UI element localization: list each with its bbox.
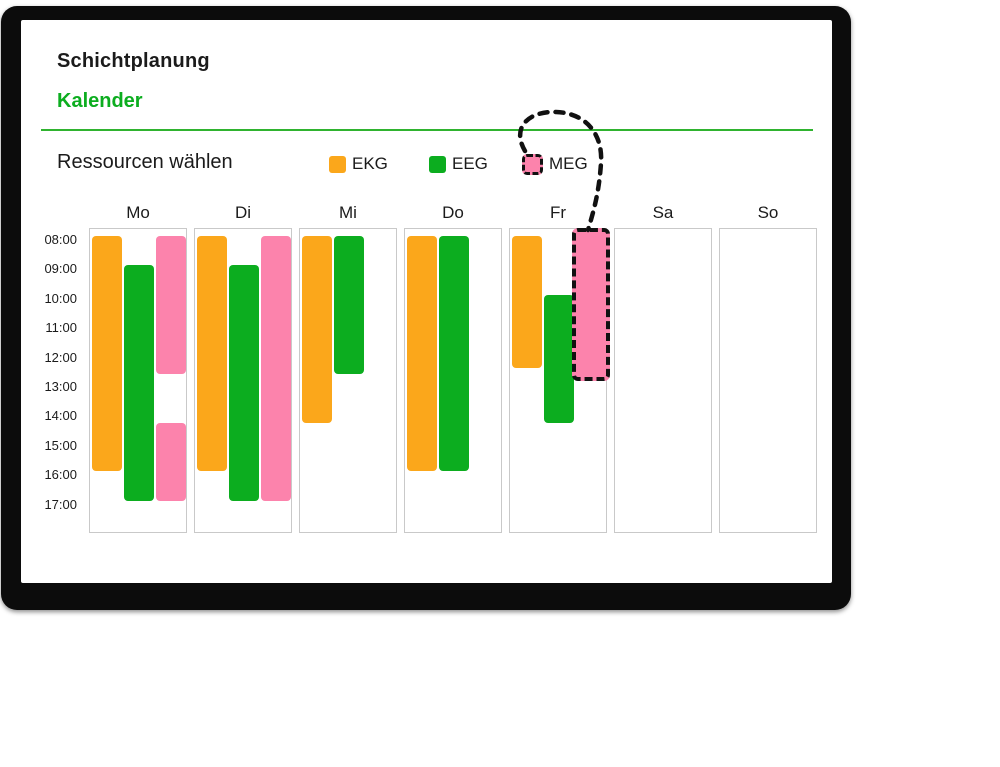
day-label-sa: Sa	[652, 203, 674, 222]
time-label-0800: 08:00	[44, 232, 77, 247]
legend-swatch-eeg-icon	[429, 155, 446, 173]
shift-bar-ekg-fr[interactable]	[512, 236, 542, 369]
legend-swatch-ekg-icon	[329, 155, 346, 173]
shift-bar-eeg-do[interactable]	[439, 236, 469, 472]
time-label-0900: 09:00	[44, 261, 77, 277]
time-label-1300: 13:00	[44, 379, 77, 394]
time-label-1600: 16:00	[44, 467, 77, 483]
time-label-1500: 15:00	[44, 437, 77, 453]
time-label-1700: 17:00	[44, 496, 77, 512]
shift-bar-ekg-mo[interactable]	[92, 236, 122, 472]
day-label-di: Di	[234, 203, 252, 222]
legend-label-ekg: EKG	[352, 154, 388, 173]
shift-bar-meg-di[interactable]	[261, 236, 291, 501]
day-label-do: Do	[442, 203, 464, 222]
day-label-mo: Mo	[126, 203, 150, 222]
day-label-fr: Fr	[549, 203, 567, 222]
legend-item-eeg[interactable]: EEG	[429, 153, 488, 175]
dragged-shift-bar-meg-fr[interactable]	[572, 227, 610, 382]
time-label-1200: 12:00	[44, 349, 77, 365]
shift-bar-meg-mo[interactable]	[156, 236, 186, 375]
divider-line	[41, 129, 813, 131]
page-title: Schichtplanung	[57, 50, 210, 72]
shift-bar-meg-mo[interactable]	[156, 422, 186, 501]
resources-heading: Ressourcen wählen	[57, 151, 233, 173]
shift-bar-ekg-di[interactable]	[197, 236, 227, 472]
shift-bar-eeg-fr[interactable]	[544, 294, 574, 423]
page-subtitle: Kalender	[57, 90, 143, 112]
legend-label-eeg: EEG	[452, 154, 488, 173]
legend-item-ekg[interactable]: EKG	[329, 153, 388, 175]
day-column-so[interactable]	[719, 228, 817, 533]
day-label-mi: Mi	[339, 203, 357, 222]
shift-bar-eeg-mo[interactable]	[124, 265, 154, 501]
day-label-so: So	[757, 203, 779, 222]
time-label-1400: 14:00	[44, 408, 77, 424]
shift-bar-ekg-mi[interactable]	[302, 236, 332, 423]
time-label-1000: 10:00	[44, 290, 77, 306]
shift-bar-ekg-do[interactable]	[407, 236, 437, 472]
day-column-sa[interactable]	[614, 228, 712, 533]
shift-bar-eeg-mi[interactable]	[334, 236, 364, 375]
time-label-1100: 11:00	[45, 320, 77, 336]
shift-bar-eeg-di[interactable]	[229, 265, 259, 501]
